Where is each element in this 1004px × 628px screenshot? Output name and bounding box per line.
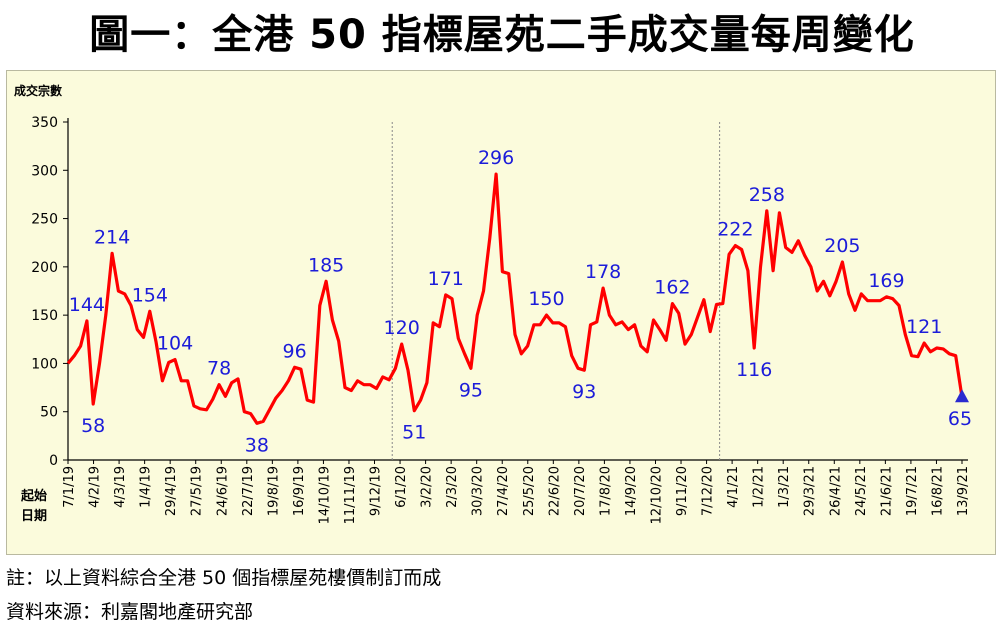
source-note: 資料來源：利嘉閣地產研究部 [6,601,254,623]
x-tick-label: 14/9/20 [624,466,639,516]
line-chart: 成交宗數 起始 日期 0 50 100 150 200 250 300 350 144 58 21… [14,83,972,524]
x-tick-label: 27/4/20 [496,466,511,516]
data-label: 169 [868,270,904,292]
data-label: 171 [428,268,464,290]
x-tick-label: 29/4/19 [164,466,179,516]
x-tick-label: 24/5/21 [854,466,869,516]
data-label: 78 [207,358,231,380]
data-label: 38 [245,434,269,456]
chart-frame [6,70,996,555]
data-label: 58 [81,415,105,437]
x-tick-label: 1/3/21 [777,466,792,508]
data-label: 214 [94,226,130,248]
x-tick-label: 12/10/20 [649,466,664,524]
x-tick-label: 19/8/19 [266,466,281,516]
x-tick-label: 1/4/19 [139,466,154,508]
data-label: 121 [906,316,942,338]
x-tick-label: 1/2/21 [752,466,767,508]
x-tick-label: 22/7/19 [241,466,256,516]
x-tick-label: 9/12/19 [369,466,384,516]
x-tick-label: 6/1/20 [394,466,409,508]
data-label: 104 [157,333,193,355]
x-tick-label: 11/11/19 [343,466,358,524]
x-tick-label: 2/3/20 [445,466,460,508]
data-label: 65 [948,408,972,430]
y-tick-label: 150 [31,308,58,324]
x-tick-label: 24/6/19 [215,466,230,516]
x-tick-label: 19/7/21 [905,466,920,516]
data-label: 51 [402,422,426,444]
x-tick-label: 29/3/21 [803,466,818,516]
data-label: 296 [478,147,514,169]
y-tick-label: 0 [49,453,58,469]
data-label: 154 [132,284,168,306]
data-label: 185 [308,254,344,276]
data-label: 96 [283,340,307,362]
series-line [66,172,964,425]
chart-title: 圖一：全港 50 指標屋苑二手成交量每周變化 [89,12,915,58]
x-tick-label: 4/3/19 [113,466,128,508]
x-tick-label: 22/6/20 [547,466,562,516]
x-tick-label: 4/2/19 [88,466,103,508]
y-tick-label: 50 [40,405,58,421]
x-tick-label: 4/1/21 [726,466,741,508]
x-tick-label: 14/10/19 [317,466,332,524]
x-axis-label-line-2: 日期 [21,509,47,524]
x-tick-label: 26/4/21 [828,466,843,516]
data-label: 116 [736,359,772,381]
x-tick-label: 30/3/20 [471,466,486,516]
x-tick-label: 16/8/21 [930,466,945,516]
x-tick-label: 16/9/19 [292,466,307,516]
x-tick-label: 7/12/20 [701,466,716,516]
data-label: 162 [654,277,690,299]
data-label: 205 [824,235,860,257]
x-axis-label-line-1: 起始 [20,488,47,504]
data-label: 93 [572,381,596,403]
x-tick-label: 25/5/20 [522,466,537,516]
x-tick-label: 13/9/21 [956,466,971,516]
data-label: 258 [749,184,785,206]
x-tick-label: 3/2/20 [420,466,435,508]
y-tick-label: 350 [31,115,58,131]
data-label: 120 [384,317,420,339]
data-label: 144 [69,294,105,316]
data-label: 222 [717,219,753,241]
y-axis-label: 成交宗數 [14,83,62,98]
y-tick-label: 200 [31,260,58,276]
x-tick-label: 9/11/20 [675,466,690,516]
y-tick-label: 100 [31,356,58,372]
footnote: 註：以上資料綜合全港 50 個指標屋苑樓價制訂而成 [6,567,442,589]
x-tick-label: 27/5/19 [190,466,205,516]
data-label: 150 [528,288,564,310]
end-marker [955,389,969,403]
data-label: 178 [585,261,621,283]
y-tick-label: 300 [31,163,58,179]
x-tick-label: 7/1/19 [62,466,77,508]
data-label: 95 [459,379,483,401]
y-tick-label: 250 [31,212,58,228]
x-tick-label: 17/8/20 [598,466,613,516]
x-tick-label: 21/6/21 [879,466,894,516]
x-tick-label: 20/7/20 [573,466,588,516]
